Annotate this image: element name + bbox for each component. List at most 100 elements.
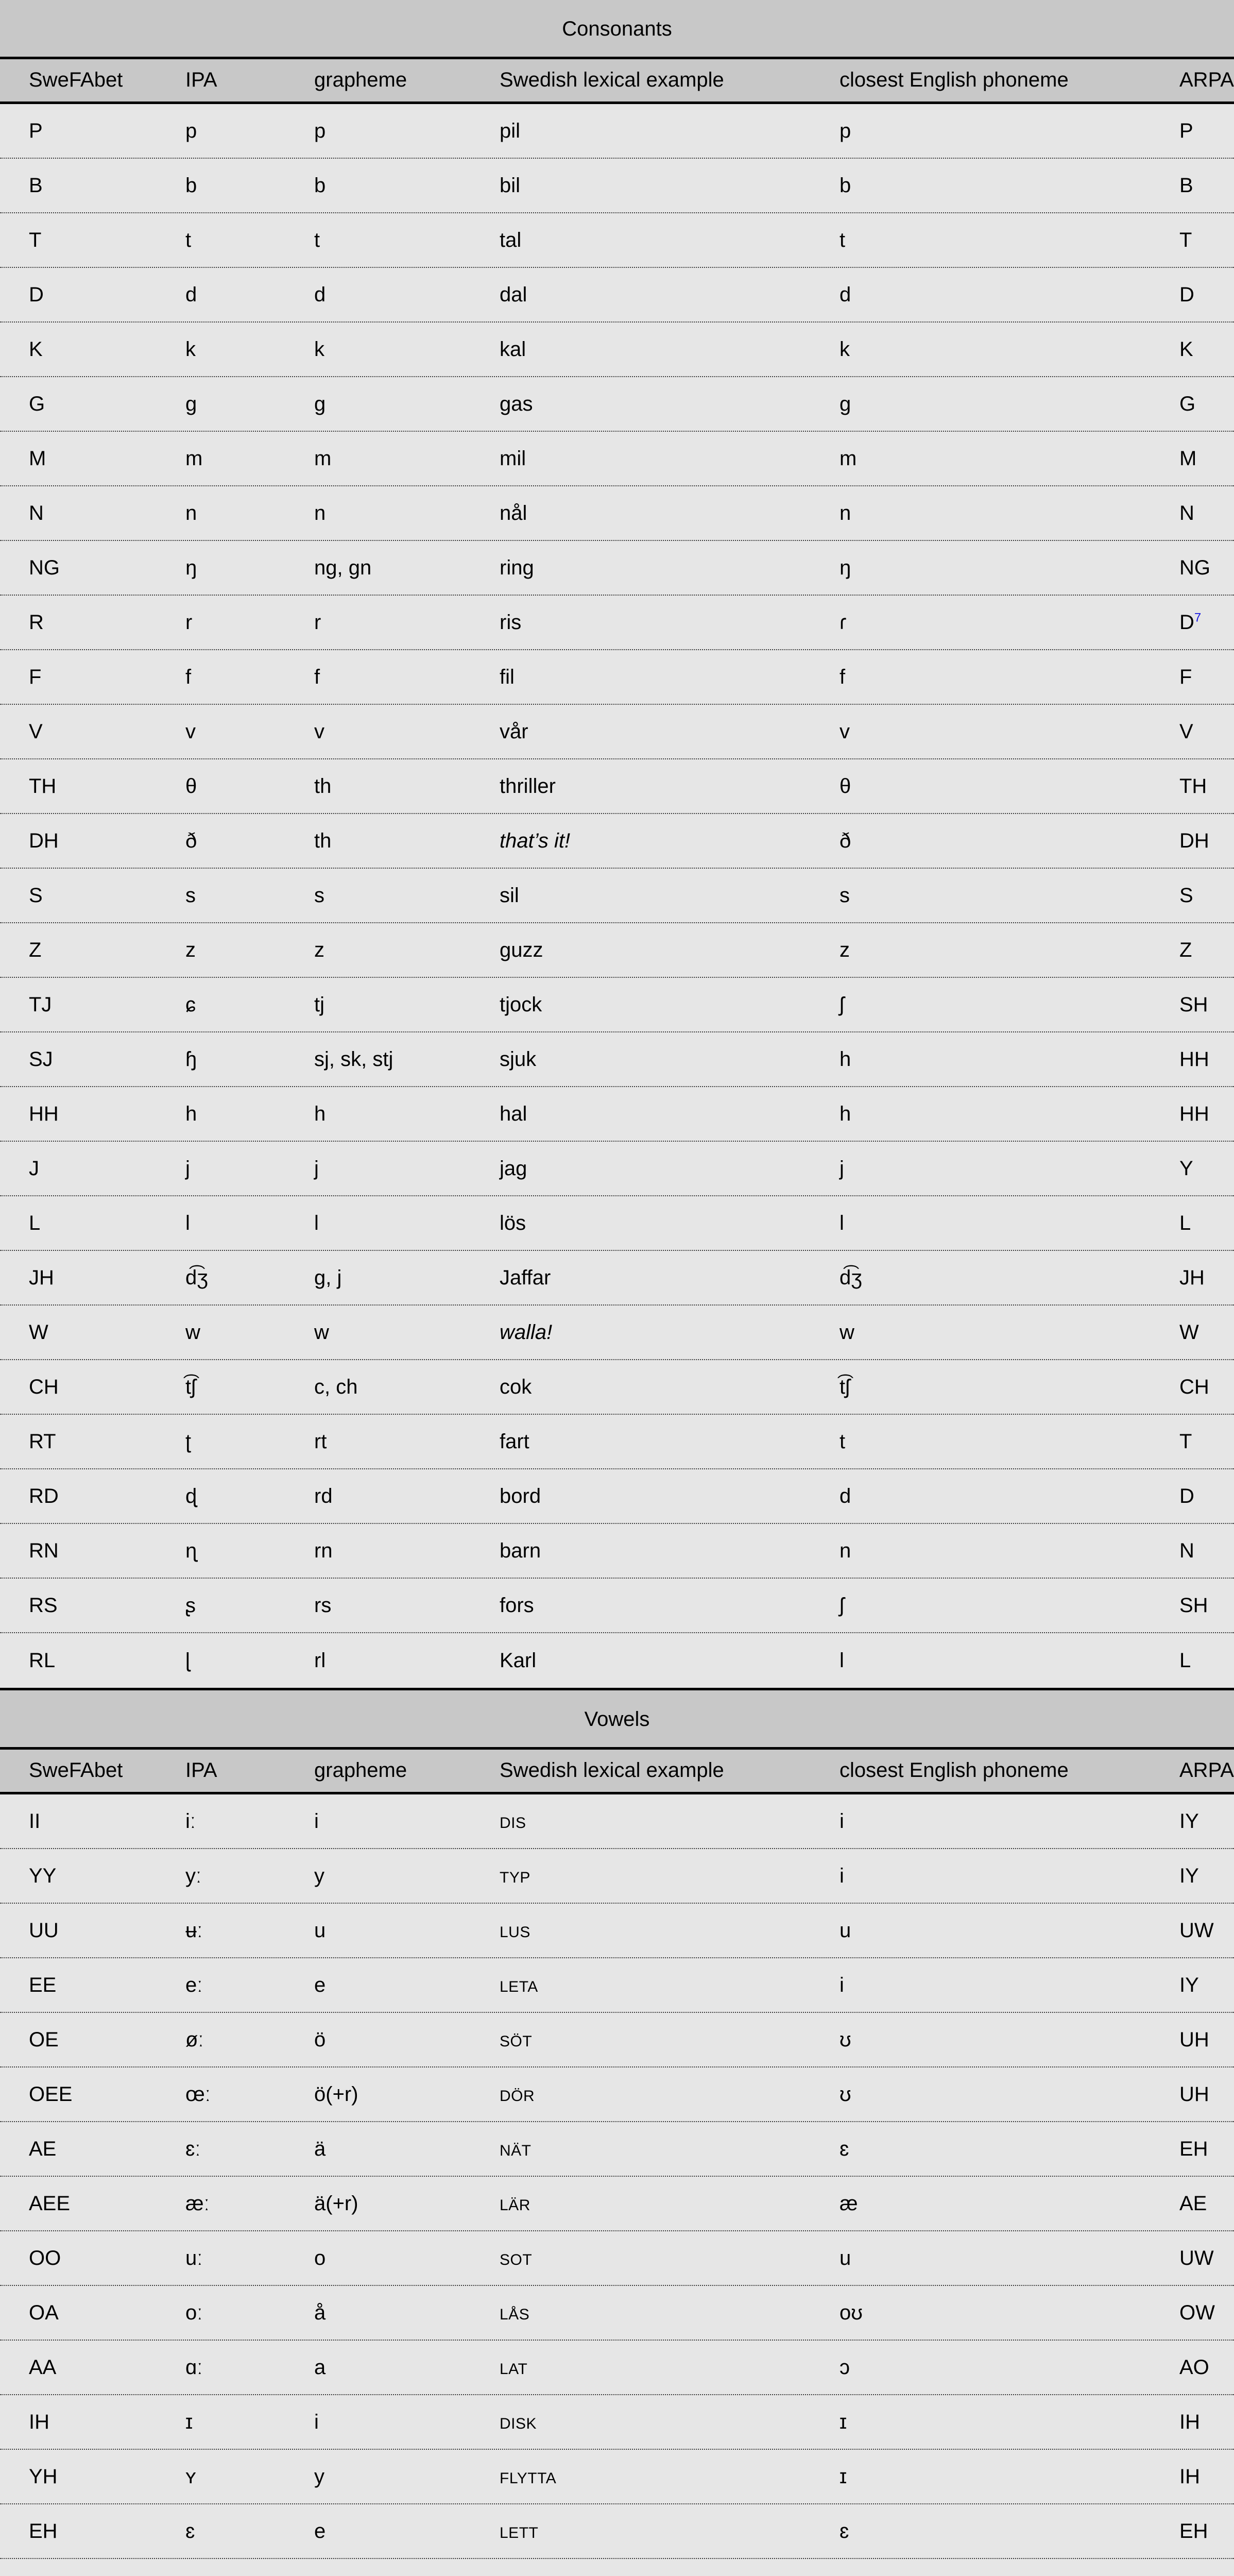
cell-arpabet: EH — [1179, 2520, 1208, 2543]
cell-english-phoneme: ŋ — [839, 556, 851, 579]
cell-english-phoneme: ʊ — [839, 2083, 851, 2106]
cell-swefabet: OE — [29, 2028, 59, 2051]
table-row: RL ɭ rl Karl l L — [0, 1633, 1234, 1688]
cell-arpabet: N — [1179, 1539, 1194, 1562]
cell-english-phoneme: h — [839, 1103, 851, 1125]
cell-grapheme: f — [314, 666, 320, 688]
cell-arpabet: Z — [1179, 939, 1192, 961]
cell-lexical-example: LETA — [500, 1978, 538, 1995]
cell-ipa: ŋ — [185, 556, 197, 579]
cell-swefabet: II — [29, 1810, 41, 1833]
cell-arpabet: IY — [1179, 1974, 1199, 1996]
cell-english-phoneme: ʊ — [839, 2028, 851, 2051]
table-row: OEE œː ö(+r) DÖR ʊ UH — [0, 2067, 1234, 2122]
cell-english-phoneme: s — [839, 884, 850, 907]
cell-grapheme: h — [314, 1103, 326, 1125]
cell-ipa: b — [185, 174, 197, 197]
cell-english-phoneme: ð — [839, 829, 851, 852]
cell-arpabet: UW — [1179, 2247, 1214, 2269]
cell-lexical-example: hal — [500, 1103, 527, 1125]
cell-english-phoneme: w — [839, 1321, 854, 1344]
cell-english-phoneme: b — [839, 174, 851, 197]
cell-grapheme: v — [314, 720, 324, 743]
cell-grapheme: tj — [314, 993, 324, 1016]
cell-arpabet: TH — [1179, 775, 1207, 798]
cell-arpabet: Y — [1179, 1157, 1193, 1180]
cell-grapheme: sj, sk, stj — [314, 1048, 393, 1071]
cell-arpabet: NG — [1179, 556, 1210, 579]
cell-swefabet: G — [29, 393, 45, 415]
cell-arpabet: P — [1179, 120, 1193, 142]
vowels-section-band: Vowels SweFAbet IPA grapheme Swedish lex… — [0, 1690, 1234, 1792]
cell-swefabet: YH — [29, 2465, 58, 2488]
cell-lexical-example: tjock — [500, 993, 542, 1016]
cell-english-phoneme: v — [839, 720, 850, 743]
cell-arpabet: CH — [1179, 1376, 1209, 1398]
cell-lexical-example: sjuk — [500, 1048, 537, 1071]
cell-arpabet: V — [1179, 720, 1193, 743]
cell-lexical-example: that’s it! — [500, 829, 571, 852]
cell-swefabet: UU — [29, 1919, 59, 1942]
cell-swefabet: JH — [29, 1266, 54, 1289]
vowels-section-title: Vowels — [584, 1708, 650, 1731]
column-header-english-phoneme: closest English phoneme — [839, 1759, 1069, 1782]
cell-grapheme: ö — [314, 2574, 500, 2576]
cell-swefabet: AE — [29, 2138, 57, 2160]
cell-ipa: eː — [185, 1974, 203, 1996]
table-row: EH ɛ e LETT ɛ EH — [0, 2504, 1234, 2559]
cell-grapheme: u — [314, 1919, 326, 1942]
cell-ipa: ɳ — [185, 1539, 197, 1562]
table-row: OO uː o SOT u UW — [0, 2231, 1234, 2286]
cell-arpabet: IH — [1179, 2411, 1200, 2433]
cell-lexical-example: ris — [500, 611, 522, 634]
cell-lexical-example: sil — [500, 884, 519, 907]
column-header-grapheme: grapheme — [314, 1759, 407, 1782]
cell-grapheme: i — [314, 2411, 319, 2433]
cell-lexical-example: Karl — [500, 1649, 537, 1672]
cell-lexical-example: tal — [500, 229, 522, 251]
cell-arpabet: IY — [1179, 1810, 1199, 1833]
cell-arpabet: D — [1179, 283, 1194, 306]
cell-swefabet: OEH — [0, 2574, 185, 2576]
cell-grapheme: ö(+r) — [314, 2083, 358, 2106]
cell-ipa: ɭ — [185, 1649, 190, 1672]
cell-arpabet: S — [1179, 884, 1193, 907]
cell-english-phoneme: θ — [839, 775, 851, 798]
cell-ipa: ɪ — [185, 2411, 193, 2433]
vowels-title-rule — [0, 1747, 1234, 1750]
cell-english-phoneme: u — [839, 1919, 851, 1942]
cell-english-phoneme: t — [839, 1430, 846, 1453]
cell-ipa: ɛː — [185, 2138, 201, 2160]
cell-ipa: uː — [185, 2247, 203, 2269]
cell-arpabet: T — [1179, 229, 1192, 251]
cell-grapheme: ä — [314, 2138, 326, 2160]
cell-english-phoneme: t͡ʃ — [839, 1376, 850, 1398]
cell-arpabet: UH — [1179, 2574, 1234, 2576]
consonants-section-title: Consonants — [562, 18, 672, 40]
cell-grapheme: k — [314, 338, 324, 361]
cell-ipa: v — [185, 720, 196, 743]
cell-ipa: ɛ — [185, 2520, 195, 2543]
cell-lexical-example: nål — [500, 502, 527, 524]
table-row: OA oː å LÅS oʊ OW — [0, 2286, 1234, 2341]
cell-arpabet: T — [1179, 1430, 1192, 1453]
cell-grapheme: r — [314, 611, 321, 634]
cell-ipa: oː — [185, 2301, 203, 2324]
table-row: SJ ɧ sj, sk, stj sjuk h HH — [0, 1032, 1234, 1087]
footnote-marker[interactable]: 7 — [1194, 611, 1202, 625]
cell-lexical-example: DIS — [500, 1815, 526, 1832]
column-header-ipa: IPA — [185, 69, 217, 91]
cell-swefabet: AA — [29, 2356, 57, 2379]
cell-ipa: d — [185, 283, 197, 306]
cell-lexical-example: fil — [500, 666, 515, 688]
cell-lexical-example: fors — [500, 1594, 534, 1617]
cell-english-phoneme: n — [839, 1539, 851, 1562]
consonants-section-band: Consonants SweFAbet IPA grapheme Swedish… — [0, 0, 1234, 101]
cell-arpabet: D7 — [1179, 611, 1202, 634]
